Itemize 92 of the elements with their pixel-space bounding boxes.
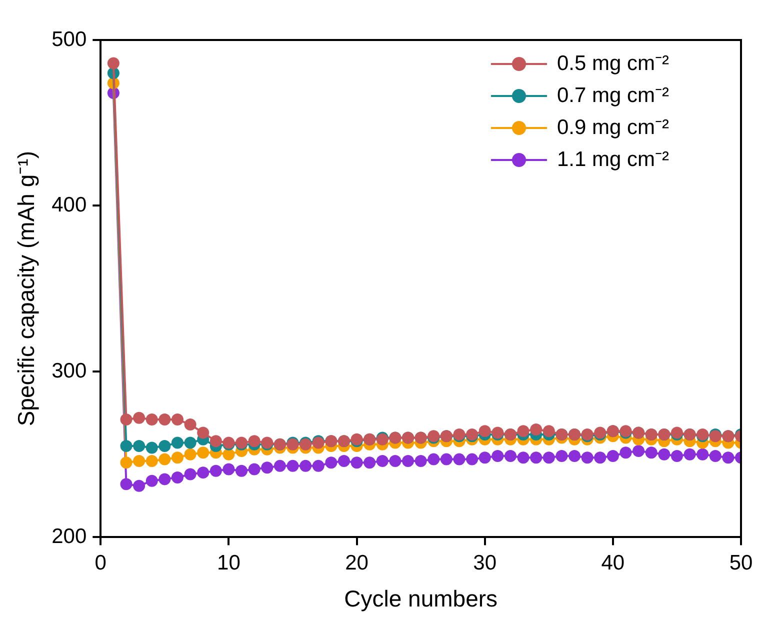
legend-label: 0.7 mg cm⁻² [557, 84, 670, 107]
point [146, 442, 158, 454]
point [722, 452, 734, 464]
point [146, 454, 158, 467]
x-axis-title: Cycle numbers [344, 586, 498, 612]
legend-label: 1.1 mg cm⁻² [557, 148, 670, 171]
point [478, 452, 491, 464]
x-tick-label: 50 [729, 552, 753, 575]
point [171, 472, 184, 484]
point [542, 452, 555, 464]
point [171, 452, 184, 464]
legend-label: 0.9 mg cm⁻² [557, 116, 670, 139]
point [133, 440, 146, 452]
point [248, 435, 260, 448]
point [248, 463, 260, 476]
y-tick-label: 400 [52, 194, 87, 217]
point [286, 460, 299, 472]
point [120, 414, 132, 426]
y-axis-title: Specific capacity (mAh g⁻¹) [13, 151, 40, 426]
point [594, 452, 606, 464]
point [158, 453, 171, 466]
point [428, 453, 440, 466]
point [158, 414, 171, 426]
point [133, 480, 146, 492]
x-tick-label: 10 [217, 552, 240, 575]
point [466, 453, 478, 466]
point [453, 453, 466, 466]
point [492, 450, 504, 462]
point [684, 448, 696, 460]
point [658, 448, 670, 460]
point [620, 446, 632, 459]
x-tick-label: 0 [94, 552, 106, 575]
point [133, 454, 146, 467]
y-tick-label: 500 [52, 28, 87, 51]
point [107, 57, 120, 70]
point [350, 456, 363, 469]
point [300, 460, 312, 472]
point [158, 440, 171, 452]
point [606, 450, 619, 462]
x-tick-label: 30 [473, 552, 497, 575]
point [146, 414, 158, 426]
point [184, 468, 196, 480]
point [530, 452, 542, 464]
point [402, 454, 414, 467]
point [210, 464, 222, 477]
point [222, 448, 235, 460]
point [414, 454, 427, 467]
point [325, 456, 338, 469]
point [338, 454, 350, 467]
point [632, 445, 645, 458]
x-tick-label: 40 [601, 552, 625, 575]
point [146, 474, 158, 487]
x-tick-label: 20 [345, 552, 368, 575]
point [133, 412, 146, 424]
point [210, 435, 222, 448]
point [696, 448, 709, 460]
point [645, 446, 658, 459]
point [581, 452, 594, 464]
point [184, 448, 196, 460]
point [364, 456, 376, 469]
point [236, 464, 248, 477]
y-tick-label: 300 [52, 359, 87, 382]
point [184, 436, 196, 449]
point [670, 450, 683, 462]
point [504, 450, 516, 462]
point [120, 478, 132, 490]
point [517, 452, 530, 464]
point [171, 436, 184, 449]
point [568, 450, 581, 462]
point [389, 454, 402, 467]
point [376, 454, 388, 467]
point [542, 425, 555, 438]
point [120, 456, 132, 469]
point [197, 426, 210, 439]
point [222, 463, 235, 476]
point [556, 450, 568, 462]
point [120, 440, 132, 452]
point [530, 423, 542, 436]
point [709, 450, 722, 462]
point [197, 466, 210, 479]
point [184, 418, 196, 430]
point [197, 446, 210, 459]
point [312, 460, 324, 472]
point [478, 425, 491, 438]
point [517, 425, 530, 438]
point [261, 462, 274, 474]
point [171, 414, 184, 426]
legend-label: 0.5 mg cm⁻² [557, 52, 670, 75]
point [158, 473, 171, 486]
y-tick-label: 200 [52, 524, 87, 548]
point [440, 453, 452, 466]
point [274, 460, 286, 472]
